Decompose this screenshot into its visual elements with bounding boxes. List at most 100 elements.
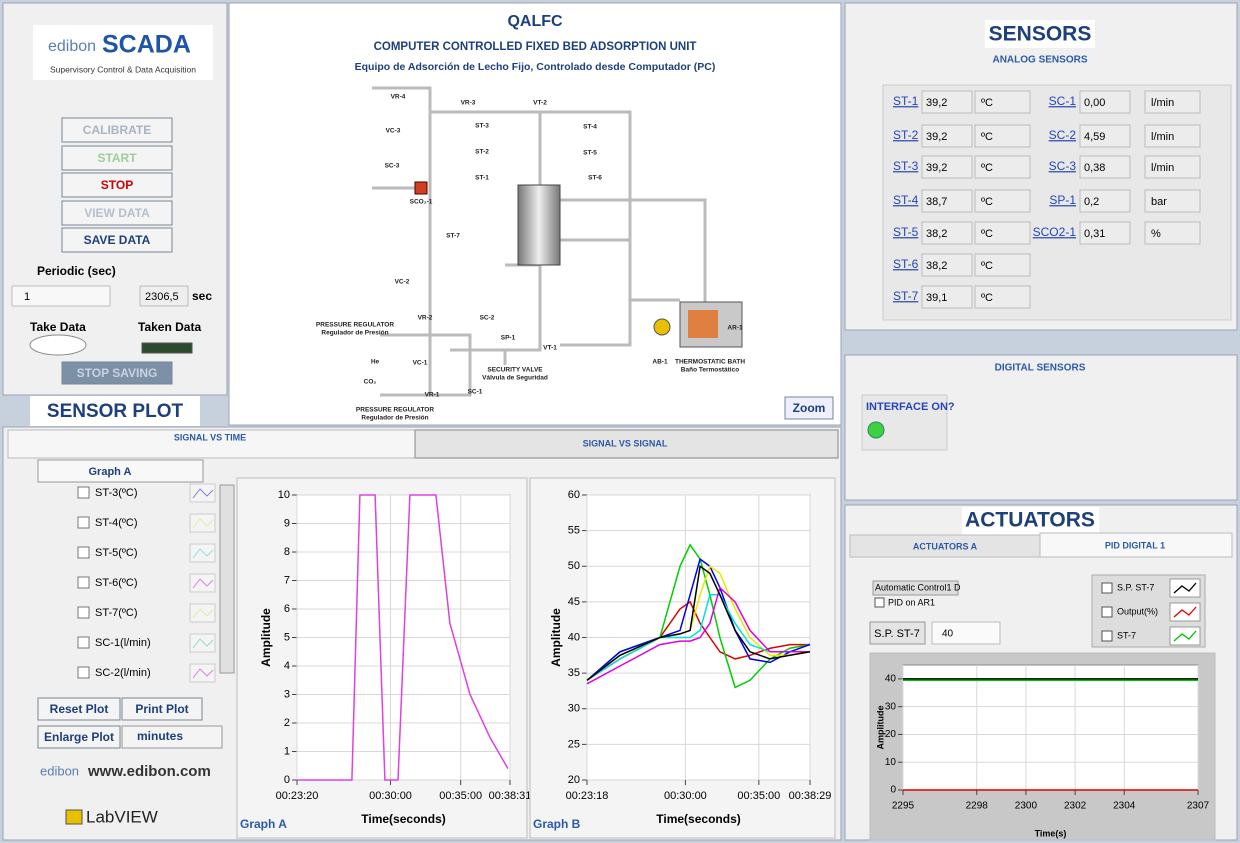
- labview-logo: LabVIEW: [86, 807, 158, 826]
- legend-checkbox[interactable]: [1101, 630, 1113, 642]
- elapsed-box: [139, 285, 189, 307]
- data-line: [586, 586, 810, 685]
- y-tick-label: 7: [284, 574, 290, 586]
- sensor-unit: %: [1151, 228, 1161, 240]
- elapsed-value: 2306,5: [145, 291, 179, 303]
- tab-active[interactable]: [1039, 532, 1233, 558]
- legend-swatch: [1173, 582, 1197, 594]
- diagram-label: ST-7: [446, 233, 460, 240]
- y-tick-label: 20: [568, 774, 580, 786]
- diagram-label: SC-1: [468, 389, 483, 396]
- control-label-box: [872, 580, 959, 596]
- diagram-label: VT-2: [533, 100, 547, 107]
- y-tick-label: 2: [284, 717, 290, 729]
- y-tick-label: 8: [284, 546, 290, 558]
- sensor-unit: l/min: [1151, 97, 1174, 109]
- button[interactable]: [61, 227, 173, 253]
- footer-brand: edibon: [40, 763, 79, 778]
- channel-checkbox[interactable]: [77, 636, 90, 649]
- channel-icon: [189, 513, 216, 533]
- y-tick-label: 20: [885, 729, 897, 740]
- channel-icon-line: [192, 608, 214, 619]
- taken-data-led: [141, 342, 193, 354]
- x-tick-label: 2307: [1187, 801, 1210, 812]
- channel-checkbox[interactable]: [77, 606, 90, 619]
- graph-select[interactable]: [37, 459, 204, 483]
- take-data-switch[interactable]: [29, 334, 87, 356]
- legend-checkbox[interactable]: [1101, 582, 1113, 594]
- channel-label: SC-2(l/min): [95, 667, 151, 679]
- print-plot-button[interactable]: [121, 697, 203, 721]
- y-axis-label: Amplitude: [259, 608, 273, 667]
- stop-saving-button-label: STOP SAVING: [77, 366, 158, 380]
- interface-led: [867, 421, 885, 439]
- sensor-value-box: [921, 221, 973, 245]
- channel-label: ST-4(ºC): [95, 517, 138, 529]
- pump: [653, 318, 671, 336]
- button[interactable]: [61, 145, 173, 171]
- button[interactable]: [61, 117, 173, 143]
- take-data-label: Take Data: [30, 320, 86, 334]
- diagram-label: SECURITY VALVE: [487, 367, 543, 374]
- sensor-value-box: [921, 155, 973, 179]
- y-axis-label: Amplitude: [875, 706, 885, 750]
- channel-checkbox[interactable]: [77, 666, 90, 679]
- legend-checkbox[interactable]: [1101, 606, 1113, 618]
- x-tick-label: 00:35:00: [737, 790, 780, 802]
- stop-saving-button[interactable]: [61, 361, 173, 385]
- enlarge-plot-button[interactable]: [37, 725, 121, 749]
- channel-icon: [189, 543, 216, 563]
- channel-icon-line: [192, 578, 214, 589]
- sensor-value-box: [1079, 221, 1131, 245]
- channel-checkbox[interactable]: [77, 576, 90, 589]
- diagram-label: ST-1: [475, 175, 489, 182]
- channel-checkbox[interactable]: [77, 486, 90, 499]
- y-tick-label: 35: [568, 667, 580, 679]
- channel-checkbox[interactable]: [77, 546, 90, 559]
- control-label: Automatic Control1 D: [875, 582, 961, 592]
- channel-label: ST-5(ºC): [95, 547, 138, 559]
- sensors-title-box: [985, 20, 1095, 48]
- diagram-label: ST-2: [475, 149, 489, 156]
- y-tick-label: 30: [885, 701, 897, 712]
- sensor-unit: ºC: [981, 196, 993, 208]
- y-tick-label: 1: [284, 745, 290, 757]
- button-label: VIEW DATA: [84, 206, 150, 220]
- sensor-plot-title: SENSOR PLOT: [47, 401, 184, 422]
- chart-title: Graph A: [240, 817, 287, 831]
- sensor-label: SCO2-1: [1033, 225, 1077, 239]
- x-tick-label: 00:30:00: [664, 790, 707, 802]
- zoom-button[interactable]: [784, 396, 834, 420]
- tab-label: SIGNAL VS SIGNAL: [583, 438, 668, 448]
- tab[interactable]: [414, 429, 839, 459]
- diagram-label: VR-2: [418, 315, 433, 322]
- chart-title: Graph B: [533, 817, 581, 831]
- logo-subtitle: Supervisory Control & Data Acquisition: [50, 64, 196, 74]
- periodic-label: Periodic (sec): [37, 264, 116, 278]
- actuators-title: ACTUATORS: [965, 509, 1095, 532]
- setpoint-input[interactable]: [931, 621, 1001, 645]
- diagram-label: Válvula de Seguridad: [482, 375, 548, 382]
- diagram-label: PRESSURE REGULATOR: [356, 407, 434, 414]
- sensor-value: 39,2: [926, 97, 947, 109]
- sensor-value-box: [921, 124, 973, 148]
- button[interactable]: [61, 200, 173, 226]
- graph-select-label: Graph A: [89, 466, 132, 478]
- tab-active[interactable]: [7, 429, 416, 459]
- sensor-plot-title-box: [30, 396, 200, 426]
- reset-plot-button[interactable]: [37, 697, 121, 721]
- pipe: [450, 265, 542, 352]
- periodic-input[interactable]: [11, 285, 111, 307]
- y-tick-label: 40: [885, 674, 897, 685]
- channel-scrollbar[interactable]: [219, 484, 235, 674]
- print-plot-button-label: Print Plot: [135, 702, 188, 716]
- sensor-label: SC-2: [1049, 128, 1077, 142]
- diagram-label: SP-1: [501, 335, 516, 342]
- pid-checkbox[interactable]: [874, 597, 885, 608]
- channel-icon: [189, 573, 216, 593]
- time-unit-select[interactable]: [121, 725, 223, 749]
- button[interactable]: [61, 172, 173, 198]
- pipe: [430, 110, 632, 347]
- sensor-unit: ºC: [981, 228, 993, 240]
- channel-checkbox[interactable]: [77, 516, 90, 529]
